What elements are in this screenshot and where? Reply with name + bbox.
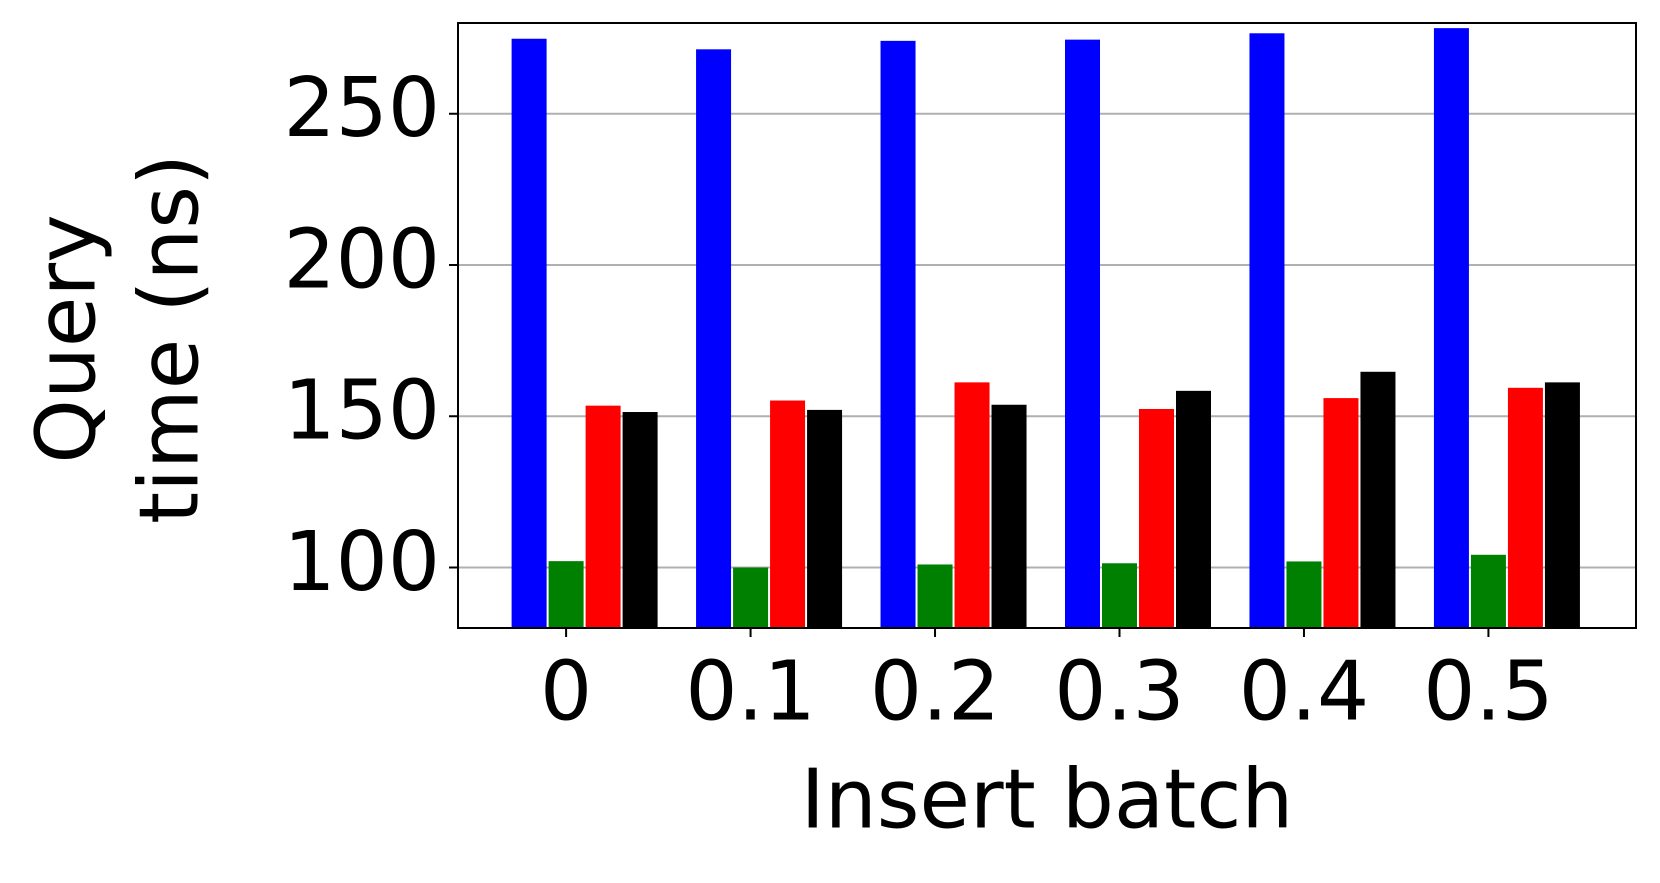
y-tick-label: 200 <box>283 212 440 307</box>
y-axis-label: Query <box>19 214 114 463</box>
bar <box>1138 408 1174 628</box>
y-tick-label: 150 <box>283 364 440 459</box>
plot-frame <box>457 22 1637 629</box>
bar <box>954 382 990 628</box>
bar <box>696 49 732 628</box>
bar <box>511 38 547 629</box>
bar <box>880 40 916 629</box>
x-tick-label: 0.4 <box>1239 644 1369 739</box>
bar <box>733 567 769 628</box>
bar <box>548 561 584 628</box>
bar <box>1507 387 1543 628</box>
y-tick-label: 100 <box>283 515 440 610</box>
bar <box>1433 28 1469 628</box>
bar <box>1323 398 1359 628</box>
bar <box>807 409 843 628</box>
x-tick-label: 0.2 <box>870 644 1000 739</box>
x-tick-label: 0.5 <box>1423 644 1553 739</box>
bar <box>1286 561 1322 628</box>
bar <box>1470 554 1506 628</box>
x-tick-label: 0 <box>540 644 592 739</box>
y-tick-label: 250 <box>283 61 440 156</box>
bar <box>1249 33 1285 629</box>
bar <box>1064 39 1100 628</box>
bar <box>622 412 658 628</box>
bar <box>1544 382 1580 628</box>
bar <box>770 400 806 628</box>
x-tick-label: 0.1 <box>685 644 815 739</box>
x-tick-label: 0.3 <box>1054 644 1184 739</box>
bar <box>1101 563 1137 628</box>
bar <box>1175 390 1211 628</box>
y-axis-label: time (ns) <box>122 154 217 524</box>
bar <box>917 564 953 628</box>
bar <box>991 404 1027 628</box>
x-axis-label: Insert batch <box>801 752 1294 847</box>
bar <box>585 405 621 628</box>
bar <box>1360 371 1396 628</box>
